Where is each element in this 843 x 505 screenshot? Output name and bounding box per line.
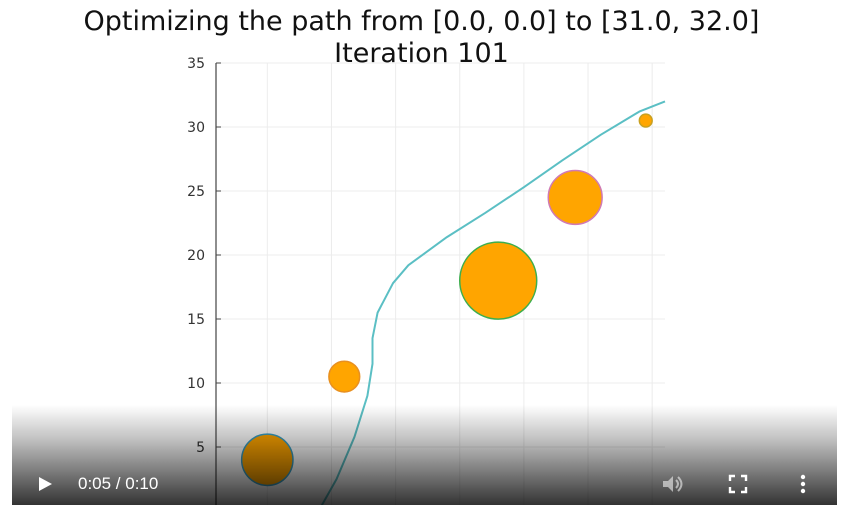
fullscreen-icon <box>728 474 748 494</box>
volume-icon <box>663 476 683 492</box>
time-display: 0:05 / 0:10 <box>78 474 159 493</box>
chart-title: Optimizing the path from [0.0, 0.0] to [… <box>83 6 760 37</box>
y-tick-label: 25 <box>187 184 205 200</box>
obstacle-circle <box>328 360 361 393</box>
volume-button[interactable] <box>660 473 686 495</box>
fullscreen-button[interactable] <box>728 474 748 494</box>
obstacle-circle <box>547 169 603 226</box>
play-icon <box>39 477 52 491</box>
play-button[interactable] <box>34 473 56 495</box>
y-tick-label: 35 <box>187 56 205 72</box>
chart-subtitle: Iteration 101 <box>334 38 509 69</box>
y-tick-label: 10 <box>187 376 205 392</box>
player-controls: 0:05 / 0:10 <box>12 405 837 505</box>
more-vert-icon <box>800 474 806 494</box>
y-tick-label: 15 <box>187 312 205 328</box>
more-options-button[interactable] <box>798 473 808 495</box>
y-tick-label: 20 <box>187 248 205 264</box>
obstacle-circle <box>458 241 538 320</box>
y-tick-label: 30 <box>187 120 205 136</box>
obstacle-circle <box>638 113 653 128</box>
